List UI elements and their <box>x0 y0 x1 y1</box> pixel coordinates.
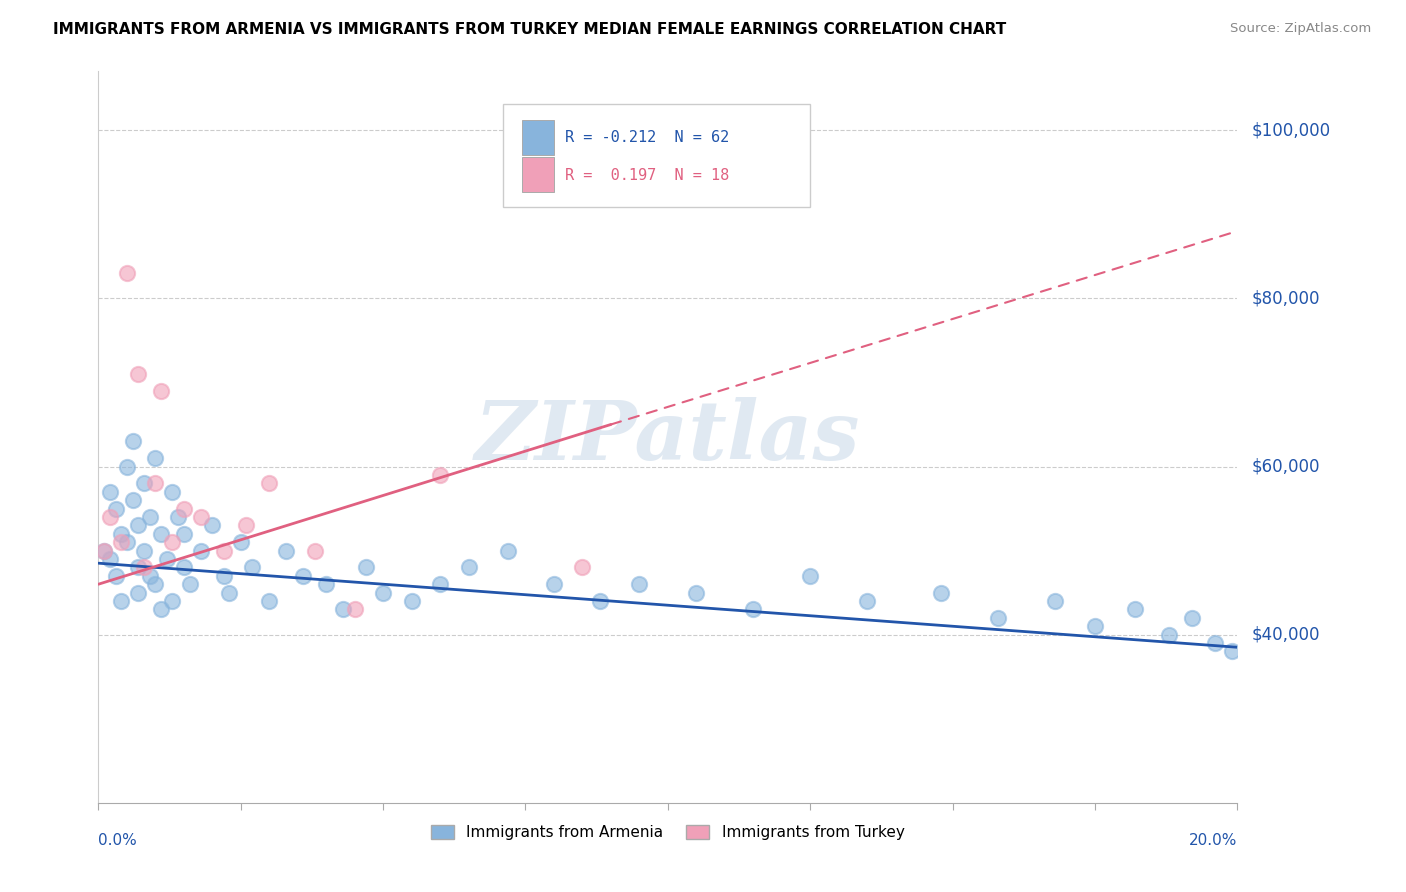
Point <box>685 585 707 599</box>
Point <box>354 560 377 574</box>
Point <box>156 552 179 566</box>
Point <box>373 585 395 599</box>
Point <box>127 585 149 599</box>
Text: IMMIGRANTS FROM ARMENIA VS IMMIGRANTS FROM TURKEY MEDIAN FEMALE EARNINGS CORRELA: IMMIGRANTS FROM ARMENIA VS IMMIGRANTS FR… <box>53 22 1007 37</box>
Text: $60,000: $60,000 <box>1251 458 1320 475</box>
Point <box>179 577 201 591</box>
Point <box>104 569 127 583</box>
Point <box>173 560 195 574</box>
Text: R = -0.212  N = 62: R = -0.212 N = 62 <box>565 129 730 145</box>
Point <box>173 501 195 516</box>
Point <box>229 535 252 549</box>
Point <box>201 518 224 533</box>
Point <box>543 577 565 591</box>
Point <box>987 611 1010 625</box>
Point <box>571 560 593 574</box>
Point <box>138 569 160 583</box>
Point <box>173 526 195 541</box>
Point <box>343 602 366 616</box>
Point <box>93 543 115 558</box>
Point <box>588 594 610 608</box>
Point <box>742 602 765 616</box>
Point <box>150 602 173 616</box>
Point <box>190 543 212 558</box>
Point <box>235 518 257 533</box>
Point <box>212 543 235 558</box>
Point <box>115 535 138 549</box>
Point <box>110 594 132 608</box>
Point <box>429 467 451 482</box>
Point <box>1084 619 1107 633</box>
Point <box>150 384 173 398</box>
Point <box>115 266 138 280</box>
Point <box>240 560 263 574</box>
Point <box>98 552 121 566</box>
Text: Source: ZipAtlas.com: Source: ZipAtlas.com <box>1230 22 1371 36</box>
Point <box>799 569 821 583</box>
Point <box>121 493 143 508</box>
Point <box>401 594 423 608</box>
Point <box>212 569 235 583</box>
Point <box>167 510 190 524</box>
Point <box>628 577 651 591</box>
Point <box>115 459 138 474</box>
Text: $100,000: $100,000 <box>1251 121 1330 139</box>
Bar <box>522 157 554 192</box>
Text: 0.0%: 0.0% <box>98 833 138 848</box>
Point <box>127 518 149 533</box>
Point <box>498 543 520 558</box>
Point <box>110 535 132 549</box>
Point <box>98 484 121 499</box>
Text: $40,000: $40,000 <box>1251 625 1320 644</box>
Point <box>145 577 167 591</box>
Point <box>315 577 337 591</box>
Point <box>1123 602 1146 616</box>
Point <box>332 602 354 616</box>
Point <box>162 535 184 549</box>
Point <box>1157 627 1180 641</box>
Point <box>93 543 115 558</box>
Point <box>132 560 155 574</box>
Point <box>190 510 212 524</box>
Point <box>162 484 184 499</box>
Point <box>1181 611 1204 625</box>
Point <box>856 594 879 608</box>
Point <box>1043 594 1066 608</box>
Point <box>1204 636 1226 650</box>
Point <box>132 543 155 558</box>
FancyBboxPatch shape <box>503 104 810 207</box>
Text: 20.0%: 20.0% <box>1189 833 1237 848</box>
Legend: Immigrants from Armenia, Immigrants from Turkey: Immigrants from Armenia, Immigrants from… <box>425 819 911 847</box>
Point <box>457 560 479 574</box>
Text: R =  0.197  N = 18: R = 0.197 N = 18 <box>565 168 730 183</box>
Point <box>127 367 149 381</box>
Point <box>276 543 298 558</box>
Point <box>929 585 952 599</box>
Bar <box>522 120 554 155</box>
Point <box>98 510 121 524</box>
Point <box>429 577 451 591</box>
Point <box>259 594 281 608</box>
Point <box>292 569 315 583</box>
Point <box>127 560 149 574</box>
Point <box>132 476 155 491</box>
Point <box>145 451 167 466</box>
Point <box>162 594 184 608</box>
Point <box>304 543 326 558</box>
Point <box>150 526 173 541</box>
Point <box>1220 644 1243 658</box>
Point <box>145 476 167 491</box>
Point <box>138 510 160 524</box>
Point <box>104 501 127 516</box>
Point <box>110 526 132 541</box>
Point <box>121 434 143 449</box>
Point <box>259 476 281 491</box>
Text: ZIPatlas: ZIPatlas <box>475 397 860 477</box>
Point <box>218 585 240 599</box>
Text: $80,000: $80,000 <box>1251 289 1320 308</box>
